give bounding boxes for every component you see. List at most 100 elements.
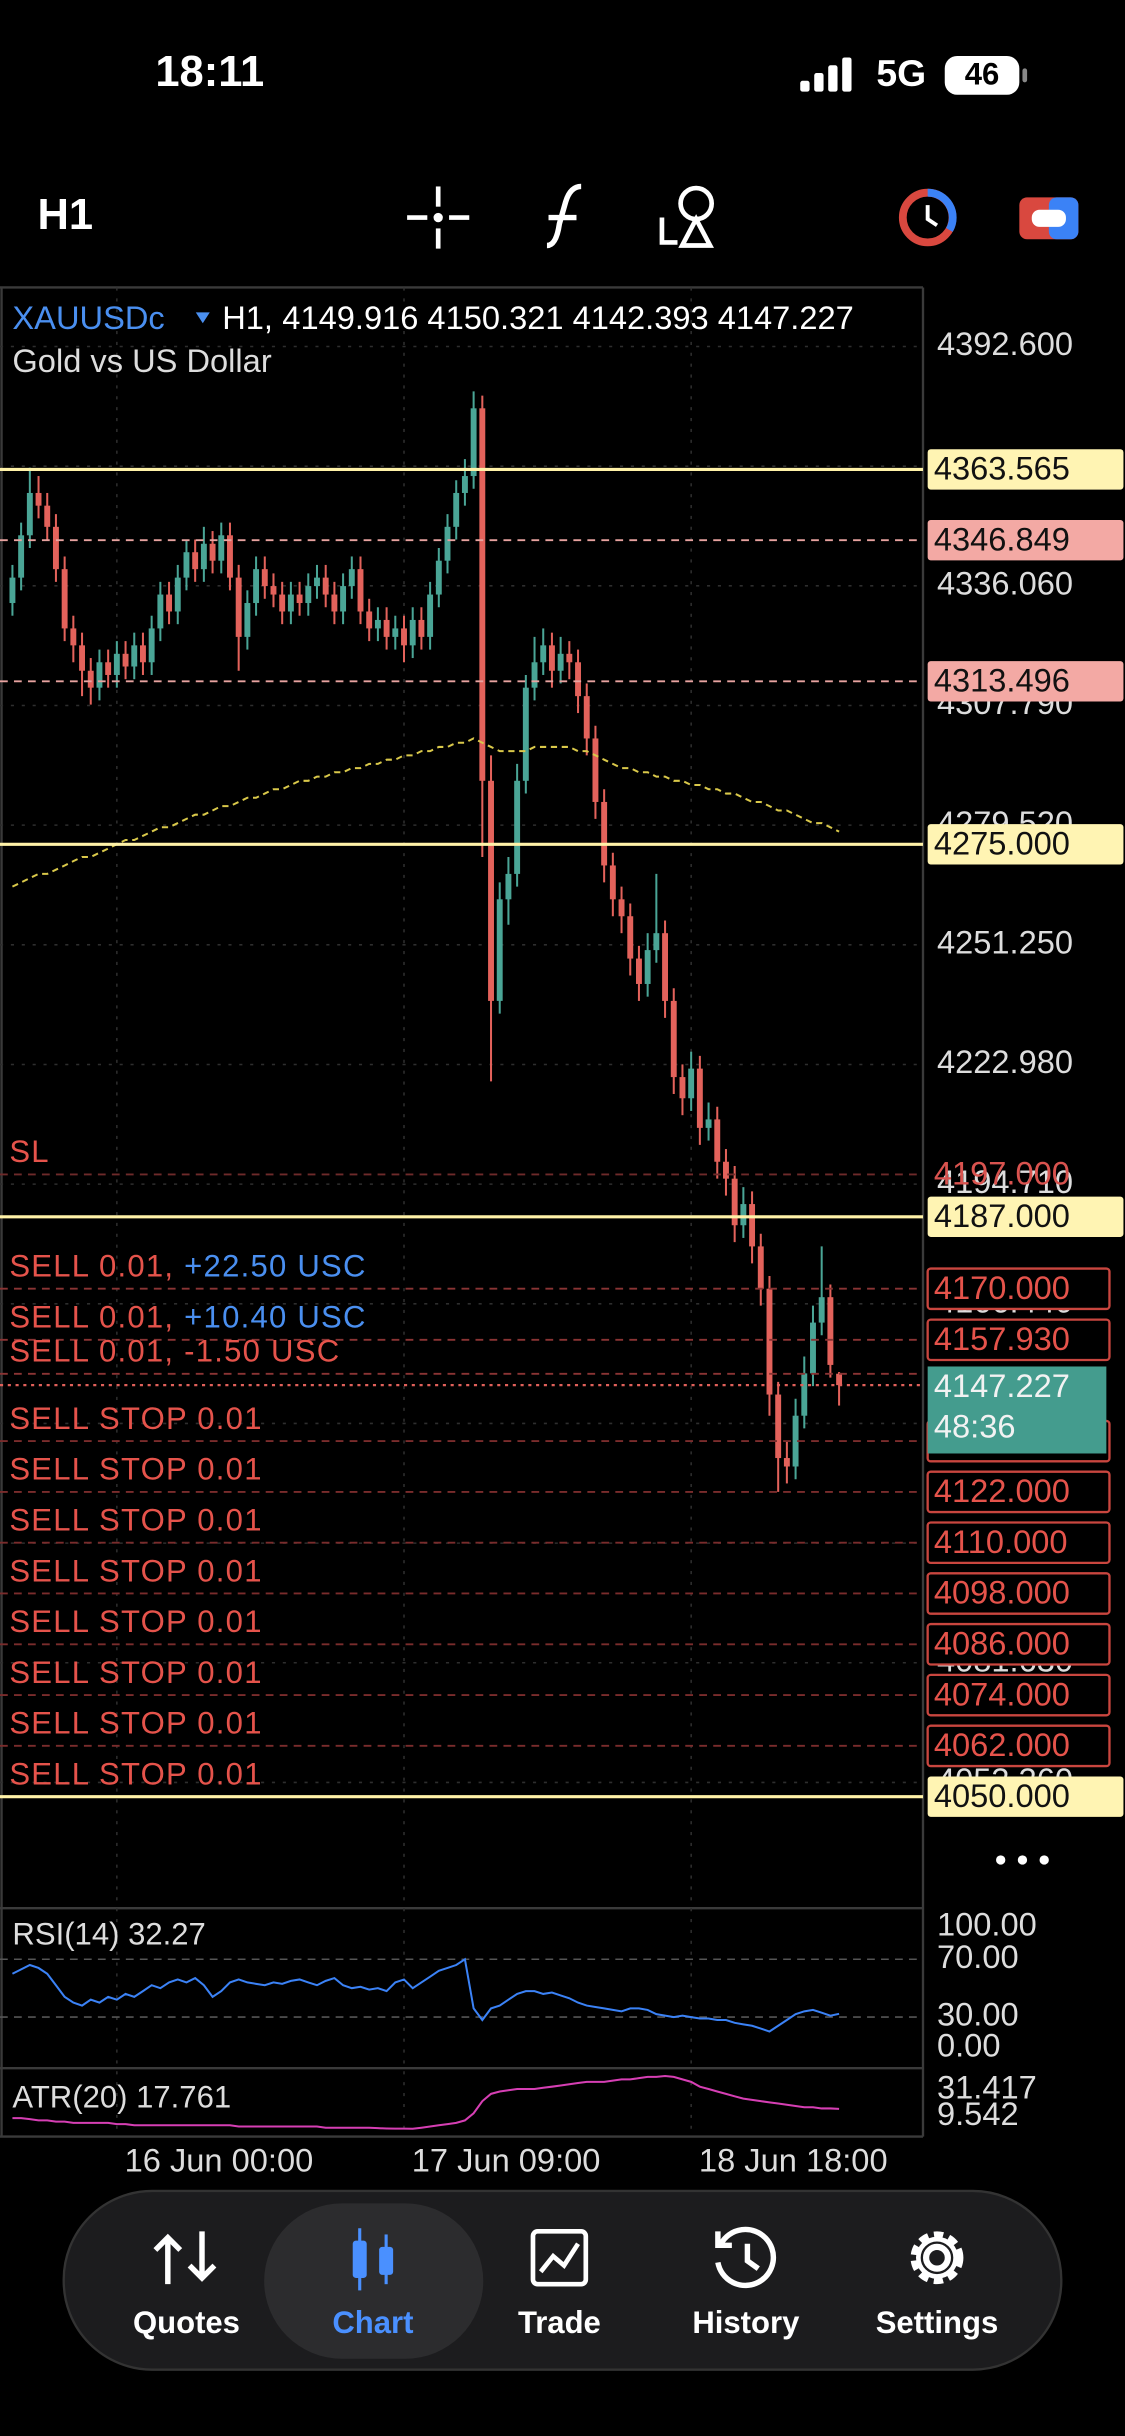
candle-body <box>383 619 390 637</box>
order-label: SL <box>9 1134 49 1169</box>
candle-body <box>783 1458 790 1467</box>
symbol[interactable]: XAUUSDc <box>12 299 164 336</box>
rsi-tick-label: 100.00 <box>937 1905 1037 1942</box>
atr-title: ATR(20) 17.761 <box>12 2079 231 2114</box>
price-tag-label: 4050.000 <box>934 1777 1070 1814</box>
candle-body <box>52 526 59 570</box>
tab-label[interactable]: History <box>692 2305 800 2340</box>
candle-body <box>688 1068 695 1099</box>
order-text: SELL STOP 0.01 <box>9 1503 262 1538</box>
candle-body <box>366 611 373 629</box>
candle-body <box>514 780 521 874</box>
price-tags: 4363.565 4346.849 4313.496 4275.000 4197.000… <box>926 449 1124 1817</box>
candle-body <box>122 653 129 667</box>
candle-body <box>749 1204 756 1247</box>
settings-icon[interactable] <box>910 2231 964 2285</box>
candle-body <box>61 569 68 629</box>
candle-body <box>140 645 146 663</box>
x-tick-label: 18 Jun 18:00 <box>699 2142 888 2179</box>
candle-body <box>340 586 347 612</box>
candle-body <box>575 662 581 697</box>
price-tag-label: 4363.565 <box>934 450 1070 487</box>
candle-body <box>792 1415 799 1467</box>
candle-body <box>627 916 634 959</box>
candle-body <box>227 535 233 578</box>
price-tag <box>926 1673 1111 1717</box>
candle-body <box>270 586 277 595</box>
candle-body <box>174 577 181 612</box>
candle-body <box>827 1297 834 1365</box>
candle-body <box>714 1119 721 1162</box>
trade-tab-icon[interactable] <box>530 2229 589 2287</box>
candle-body <box>314 577 320 587</box>
more-icon[interactable] <box>996 1855 1049 1865</box>
account-icon[interactable] <box>898 188 957 247</box>
order-text: SELL STOP 0.01 <box>9 1553 262 1588</box>
y-tick-label: 4392.600 <box>937 325 1073 362</box>
order-text: SELL STOP 0.01 <box>9 1401 262 1436</box>
atr-tick-label: 9.542 <box>937 2095 1019 2132</box>
candle-body <box>723 1161 729 1179</box>
candle-body <box>331 594 338 612</box>
candle-body <box>644 950 651 984</box>
battery-level: 46 <box>965 56 1000 91</box>
candle-body <box>766 1288 773 1395</box>
timeframe-button[interactable]: H1 <box>37 191 93 239</box>
price-tag <box>927 824 1124 865</box>
candle-body <box>479 408 486 781</box>
candle-body <box>818 1297 825 1323</box>
signal-icon <box>800 57 852 92</box>
candle-body <box>357 569 364 612</box>
chart-timeframe: H1, <box>222 299 273 336</box>
trade-icon[interactable] <box>1019 197 1079 240</box>
candle-body <box>679 1077 686 1099</box>
rsi-tick-label: 0.00 <box>937 2027 1001 2064</box>
order-text: SELL STOP 0.01 <box>9 1604 262 1639</box>
objects-icon[interactable] <box>659 185 715 248</box>
tab-labels: Quotes Chart Trade History Settings <box>133 2305 998 2340</box>
candle-body <box>409 619 416 646</box>
ohlc: 4149.916 4150.321 4142.393 4147.227 <box>282 299 854 336</box>
tab-label[interactable]: Settings <box>876 2305 999 2340</box>
symbol-dropdown-icon[interactable] <box>195 312 210 324</box>
candle-body <box>488 780 494 1001</box>
order-text: SELL STOP 0.01 <box>9 1452 262 1487</box>
current-price: 4147.227 <box>934 1367 1070 1404</box>
price-tag <box>926 1267 1111 1311</box>
candle-body <box>305 586 312 604</box>
atr-tick-label: 31.417 <box>937 2069 1037 2106</box>
chart-icon[interactable] <box>352 2228 394 2291</box>
candle-body <box>540 645 547 663</box>
order-profit: +10.40 USC <box>184 1300 367 1335</box>
price-tag <box>927 1776 1124 1817</box>
candle-body <box>322 577 329 595</box>
history-icon[interactable] <box>715 2226 777 2289</box>
x-tick-label: 16 Jun 00:00 <box>125 2142 314 2179</box>
price-tag-label: 4122.000 <box>934 1472 1070 1509</box>
price-tag-label: 4170.000 <box>934 1269 1070 1306</box>
quotes-icon[interactable] <box>153 2231 217 2285</box>
candle-body <box>166 594 173 612</box>
price-tag-label: 4275.000 <box>934 824 1070 861</box>
candle-body <box>705 1119 712 1128</box>
y-tick-label: 4251.250 <box>937 923 1073 960</box>
tab-label[interactable]: Chart <box>332 2305 413 2340</box>
candle-body <box>9 577 16 604</box>
candle-body <box>261 569 268 587</box>
candle-body <box>253 569 260 604</box>
tab-label[interactable]: Quotes <box>133 2305 240 2340</box>
tab-label[interactable]: Trade <box>518 2305 601 2340</box>
candle-body <box>740 1204 747 1226</box>
price-tag-label: 4074.000 <box>934 1675 1070 1712</box>
crosshair-icon[interactable] <box>407 186 470 249</box>
bar-timer: 48:36 <box>934 1407 1016 1444</box>
symbol-description: Gold vs US Dollar <box>12 342 271 379</box>
price-tag <box>927 449 1124 490</box>
candle-body <box>653 933 660 951</box>
order-text: SELL STOP 0.01 <box>9 1757 262 1792</box>
candle-body <box>200 543 207 570</box>
indicators-icon[interactable] <box>546 183 582 249</box>
